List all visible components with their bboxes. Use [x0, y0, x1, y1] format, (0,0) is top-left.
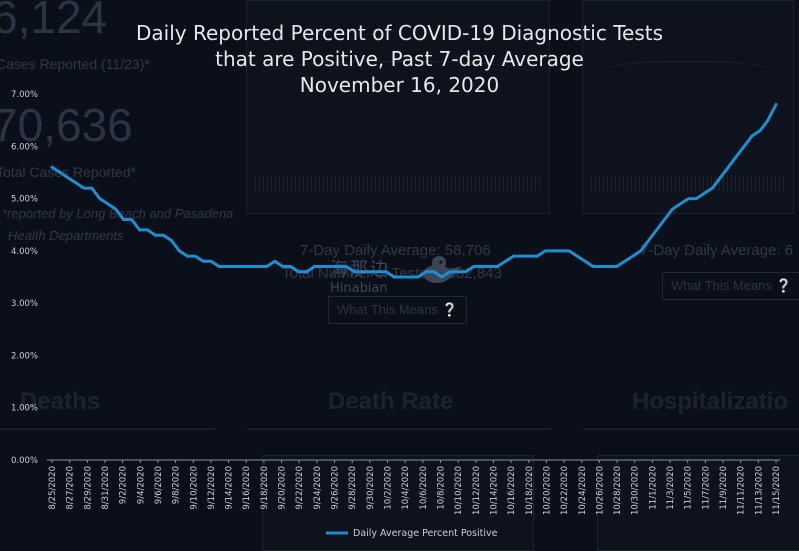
x-tick-label: 9/26/2020 — [331, 466, 341, 510]
x-tick-label: 11/9/2020 — [719, 466, 729, 510]
bg-avg-text: 7-Day Daily Average: 58,706 — [300, 242, 491, 259]
x-tick-label: 10/2/2020 — [384, 466, 394, 510]
chart-title-line-1: Daily Reported Percent of COVID-19 Diagn… — [135, 21, 664, 45]
help-icon: ❔ — [441, 302, 458, 317]
bg-button-label-right: What This Means — [671, 278, 772, 293]
x-tick-label: 9/6/2020 — [154, 466, 164, 504]
watermark: 海那边 Hinabian — [330, 255, 390, 296]
watermark-en: Hinabian — [330, 281, 388, 296]
x-axis-ticks: 8/25/2020 8/27/2020 8/29/2020 8/31/2020 9/2/… — [48, 460, 782, 515]
x-tick-label: 8/25/2020 — [48, 466, 58, 510]
bg-what-this-means-button-right[interactable]: What This Means ❔ — [662, 272, 799, 300]
x-tick-label: 9/28/2020 — [348, 466, 358, 510]
x-tick-label: 10/30/2020 — [631, 466, 641, 515]
x-tick-label: 11/3/2020 — [666, 466, 676, 510]
bg-divider — [0, 428, 215, 430]
x-tick-label: 10/20/2020 — [542, 466, 552, 515]
x-tick-label: 8/29/2020 — [83, 466, 93, 510]
x-tick-label: 10/18/2020 — [525, 466, 535, 515]
bg-total-number: 70,636 — [0, 99, 133, 151]
y-tick-label: 1.00% — [11, 404, 38, 414]
bg-cases-label: Cases Reported (11/23)* — [0, 56, 150, 72]
bg-what-this-means-button[interactable]: What This Means ❔ — [328, 296, 467, 324]
x-tick-label: 10/12/2020 — [472, 466, 482, 515]
x-tick-label: 8/31/2020 — [101, 466, 111, 510]
x-tick-label: 9/18/2020 — [260, 466, 270, 510]
bg-divider — [246, 428, 551, 430]
x-tick-label: 10/16/2020 — [507, 466, 517, 515]
x-tick-label: 9/16/2020 — [242, 466, 252, 510]
chart-title-line-2: that are Positive, Past 7-day Average — [215, 47, 584, 71]
bg-divider — [582, 428, 799, 430]
x-tick-label: 9/10/2020 — [189, 466, 199, 510]
x-tick-label: 10/14/2020 — [489, 466, 499, 515]
y-tick-label: 0.00% — [11, 456, 38, 466]
x-tick-label: 9/20/2020 — [278, 466, 288, 510]
x-tick-label: 9/4/2020 — [136, 466, 146, 504]
y-tick-label: 6.00% — [11, 142, 38, 152]
x-tick-label: 10/22/2020 — [560, 466, 570, 515]
x-tick-label: 9/30/2020 — [366, 466, 376, 510]
y-tick-label: 2.00% — [11, 351, 38, 361]
bg-button-label: What This Means — [337, 302, 438, 317]
series-line-percent-positive — [50, 103, 778, 279]
x-tick-label: 10/6/2020 — [419, 466, 429, 510]
help-icon: ❔ — [775, 278, 792, 293]
bg-cases-number: 6,124 — [0, 0, 108, 43]
bg-section-death-rate: Death Rate — [328, 388, 454, 415]
bg-section-deaths: Deaths — [20, 388, 101, 415]
bg-panel-hosp — [597, 455, 799, 551]
bg-panel-death-rate — [262, 455, 534, 551]
x-tick-label: 9/14/2020 — [225, 466, 235, 510]
bg-note-2: Health Departments — [8, 228, 124, 243]
x-tick-label: 10/10/2020 — [454, 466, 464, 515]
x-tick-label: 10/28/2020 — [613, 466, 623, 515]
y-tick-label: 5.00% — [11, 195, 38, 205]
x-tick-label: 9/8/2020 — [172, 466, 182, 504]
x-tick-label: 11/7/2020 — [701, 466, 711, 510]
x-tick-label: 9/22/2020 — [295, 466, 305, 510]
chart-title: Daily Reported Percent of COVID-19 Diagn… — [0, 20, 799, 98]
legend: Daily Average Percent Positive — [326, 528, 498, 539]
y-tick-label: 7.00% — [11, 90, 38, 100]
x-tick-label: 11/15/2020 — [772, 466, 782, 515]
x-tick-label: 9/2/2020 — [119, 466, 129, 504]
x-tick-label: 11/13/2020 — [754, 466, 764, 515]
x-tick-label: 10/24/2020 — [578, 466, 588, 515]
bg-total-label: Total Cases Reported* — [0, 164, 137, 180]
bg-panel-tests — [246, 0, 550, 214]
y-tick-label: 4.00% — [11, 247, 38, 257]
x-tick-label: 9/12/2020 — [207, 466, 217, 510]
x-tick-label: 11/5/2020 — [684, 466, 694, 510]
x-tick-label: 10/8/2020 — [436, 466, 446, 510]
bg-section-hosp: Hospitalizatio — [632, 388, 789, 415]
x-tick-label: 8/27/2020 — [66, 466, 76, 510]
y-axis-ticks: 0.00% 1.00% 2.00% 3.00% 4.00% 5.00% 6.00% 7.00% — [11, 90, 38, 466]
x-tick-label: 10/26/2020 — [595, 466, 605, 515]
y-tick-label: 3.00% — [11, 299, 38, 309]
bg-panel-right — [582, 0, 794, 214]
legend-label: Daily Average Percent Positive — [353, 528, 498, 539]
bg-avg-text-right: 7-Day Daily Average: 6 — [640, 242, 794, 259]
watermark-cn: 海那边 — [330, 259, 390, 280]
x-tick-label: 11/1/2020 — [648, 466, 658, 510]
x-tick-label: 9/24/2020 — [313, 466, 323, 510]
x-tick-label: 11/11/2020 — [737, 466, 747, 515]
x-tick-label: 10/4/2020 — [401, 466, 411, 510]
chart-title-line-3: November 16, 2020 — [299, 73, 500, 97]
